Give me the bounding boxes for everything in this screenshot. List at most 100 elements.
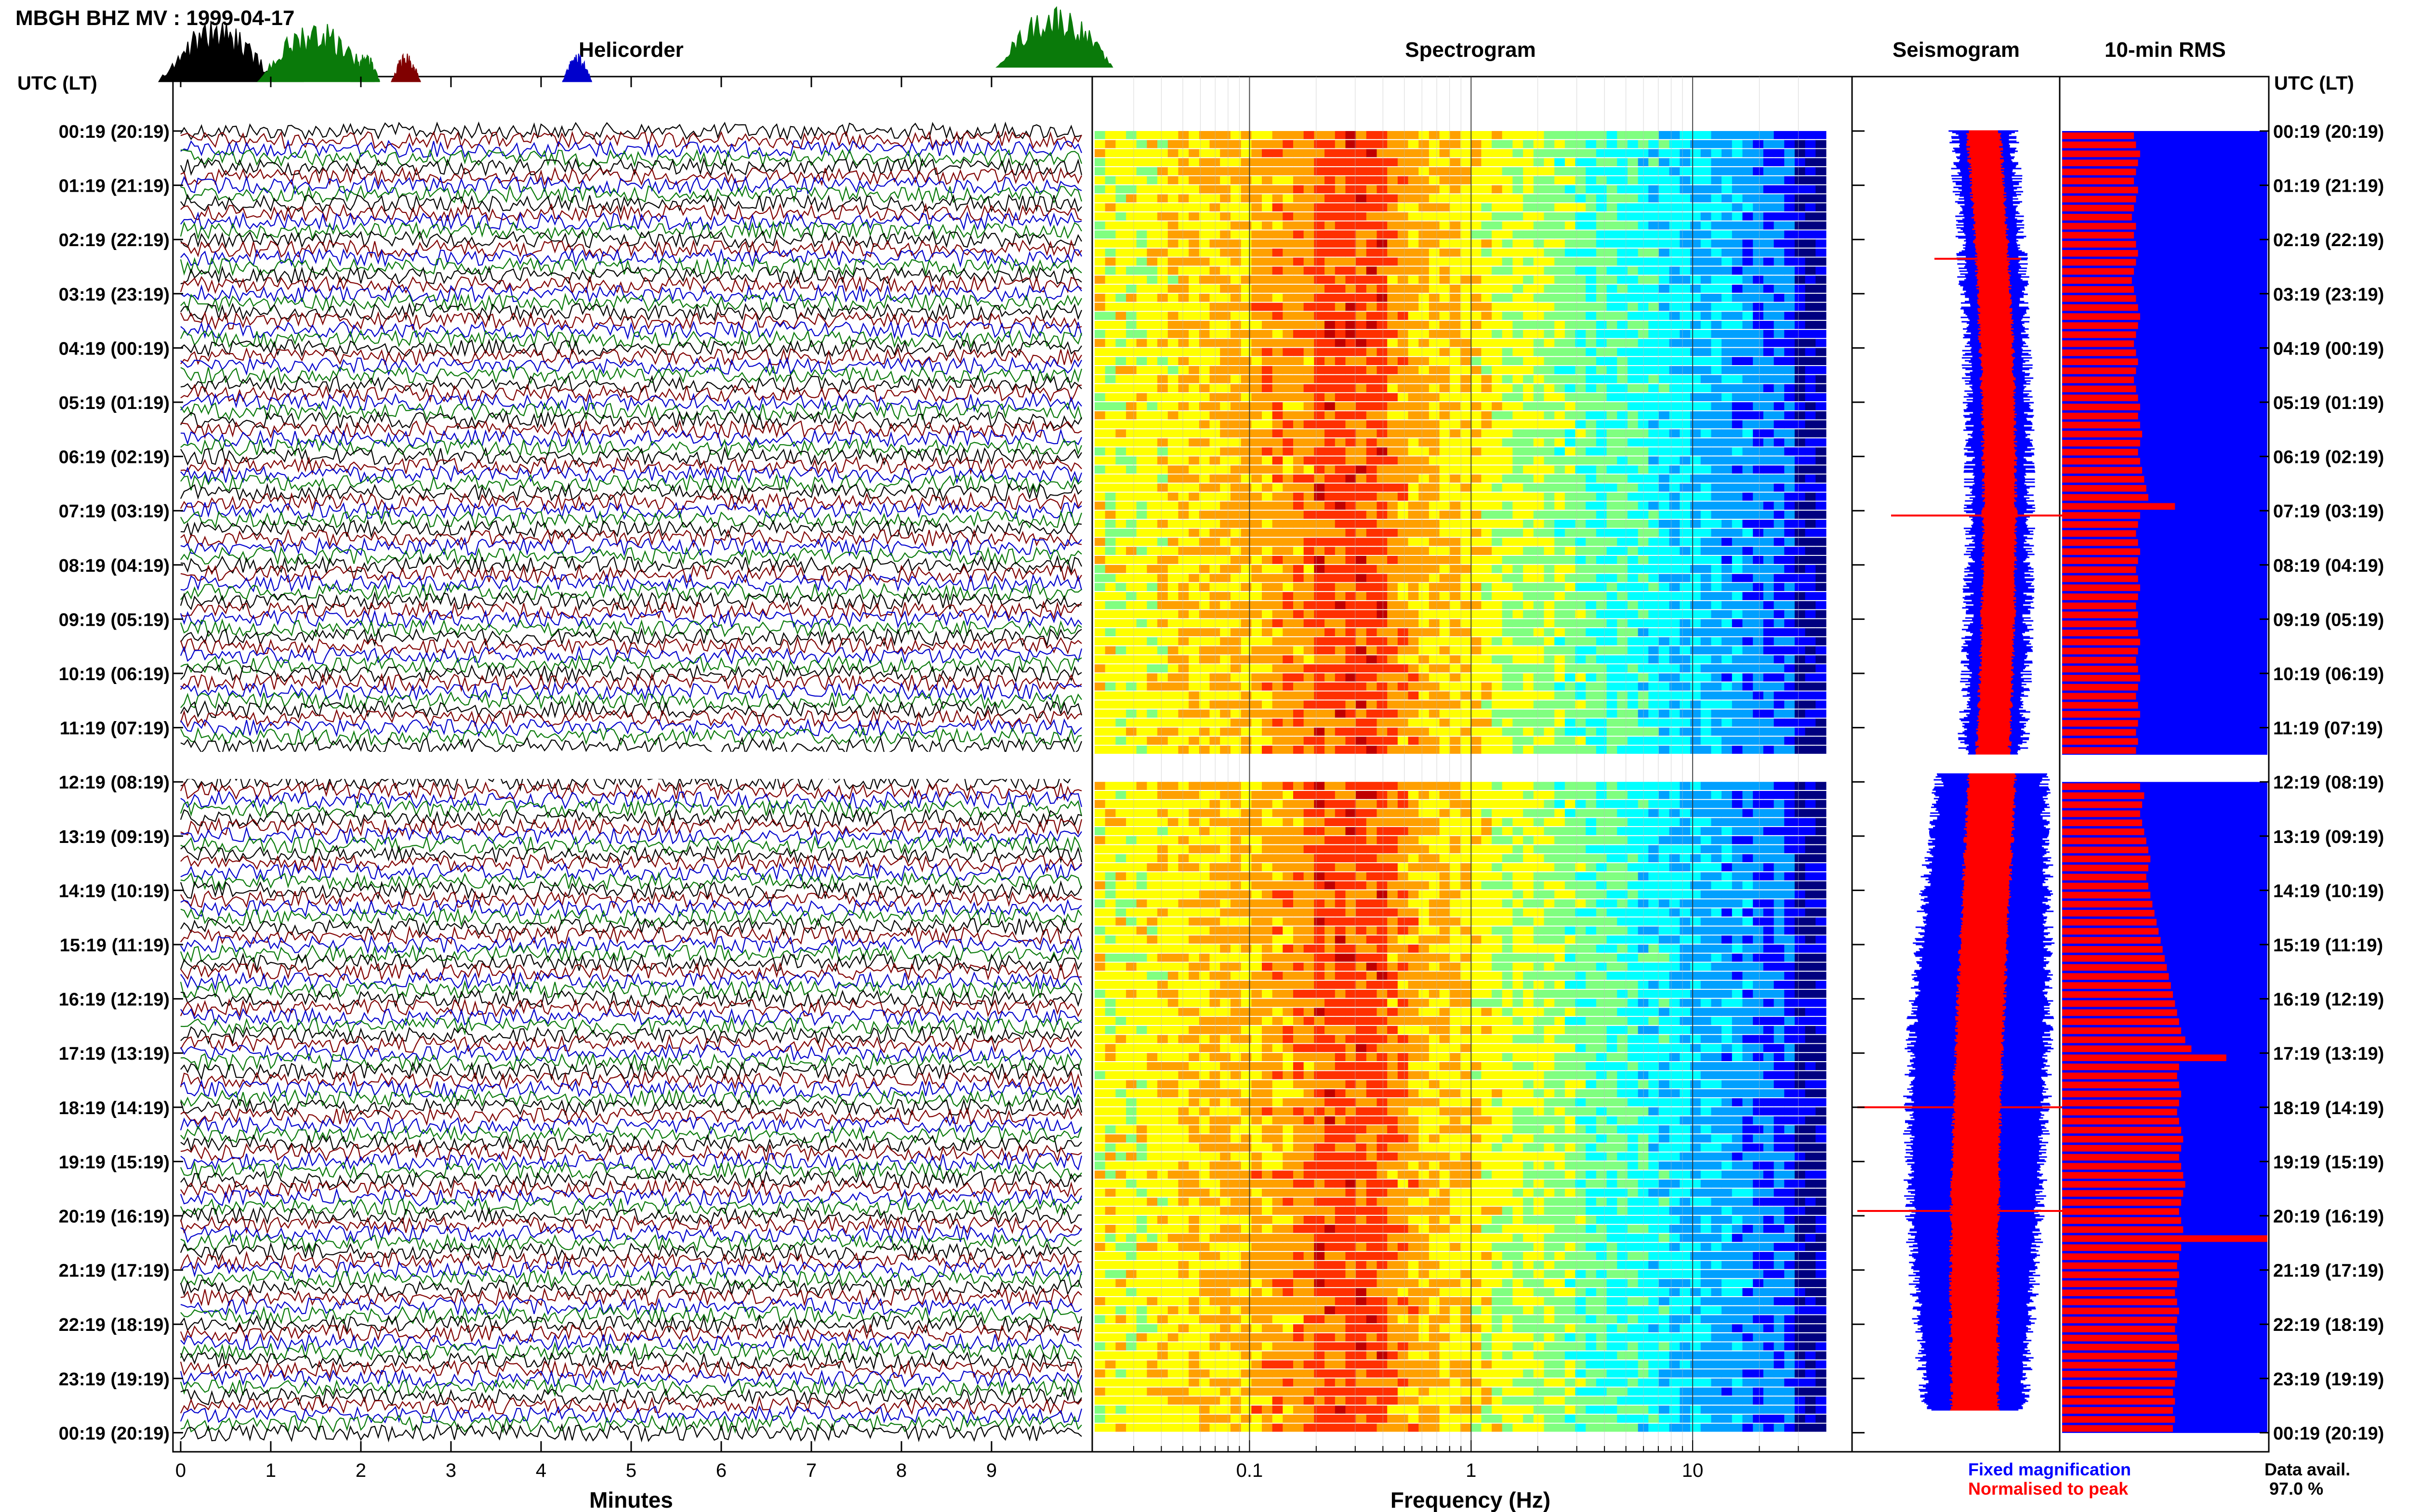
spectrogram-cell [1283,176,1294,184]
spectrogram-cell [1199,257,1210,266]
spectrogram-cell [1544,375,1555,383]
spectrogram-cell [1742,447,1753,456]
spectrogram-cell [1115,700,1126,709]
spectrogram-cell [1429,230,1440,239]
spectrogram-cell [1356,547,1367,555]
spectrogram-cell [1586,293,1597,302]
spectrogram-cell [1324,257,1336,266]
spectrogram-cell [1335,637,1346,645]
spectrogram-cell [1366,601,1377,609]
spectrogram-cell [1356,474,1367,483]
helicorder-trace [180,826,1082,846]
spectrogram-cell [1314,727,1325,736]
spectrogram-cell [1617,285,1628,293]
spectrogram-cell [1283,276,1294,284]
spectrogram-cell [1512,149,1523,158]
spectrogram-cell [1805,293,1816,302]
spectrogram-cell [1220,682,1231,691]
spectrogram-cell [1774,276,1785,284]
spectrogram-cell [1324,528,1336,537]
spectrogram-cell [1262,321,1273,329]
spectrogram-cell [1680,456,1691,465]
spectrogram-cell [1481,447,1492,456]
spectrogram-cell [1293,456,1304,465]
spectrogram-cell [1596,474,1607,483]
spectrogram-cell [1617,230,1628,239]
spectrogram-cell [1533,321,1545,329]
spectrogram-cell [1314,375,1325,383]
spectrogram-cell [1460,637,1471,645]
spectrogram-cell [1157,158,1168,167]
spectrogram-cell [1397,456,1409,465]
spectrogram-cell [1617,221,1628,230]
spectrogram-cell [1293,474,1304,483]
spectrogram-cell [1095,384,1106,393]
spectrogram-cell [1669,312,1680,320]
spectrogram-cell [1470,610,1482,618]
spectrogram-cell [1523,727,1534,736]
spectrogram-cell [1241,402,1252,410]
spectrogram-cell [1324,302,1336,311]
spectrogram-cell [1157,176,1168,184]
spectrogram-cell [1377,718,1388,727]
spectrogram-cell [1397,158,1409,167]
spectrogram-cell [1659,321,1670,329]
spectrogram-cell [1324,628,1336,636]
spectrogram-cell [1429,266,1440,275]
spectrogram-cell [1272,736,1283,745]
spectrogram-cell [1492,700,1503,709]
spectrogram-cell [1732,366,1743,374]
spectrogram-cell [1659,474,1670,483]
spectrogram-cell [1418,158,1430,167]
spectrogram-cell [1544,465,1555,474]
spectrogram-cell [1408,194,1419,203]
spectrogram-cell [1533,366,1545,374]
spectrogram-cell [1450,520,1461,528]
spectrogram-cell [1230,520,1242,528]
helicorder-trace [180,591,1082,611]
spectrogram-cell [1241,375,1252,383]
spectrogram-cell [1481,492,1492,501]
spectrogram-cell [1450,610,1461,618]
spectrogram-cell [1659,528,1670,537]
spectrogram-cell [1628,176,1639,184]
spectrogram-cell [1241,348,1252,356]
spectrogram-cell [1680,140,1691,148]
spectrogram-cell [1314,655,1325,664]
spectrogram-cell [1575,664,1586,672]
spectrogram-cell [1283,646,1294,655]
spectrogram-cell [1345,655,1356,664]
spectrogram-cell [1690,447,1701,456]
spectrogram-cell [1272,673,1283,682]
spectrogram-cell [1095,601,1106,609]
spectrogram-cell [1345,556,1356,564]
spectrogram-cell [1147,492,1158,501]
spectrogram-cell [1794,411,1806,420]
spectrogram-cell [1387,411,1398,420]
spectrogram-cell [1523,293,1534,302]
spectrogram-cell [1700,411,1712,420]
spectrogram-cell [1189,528,1200,537]
spectrogram-cell [1439,691,1450,700]
spectrogram-cell [1251,492,1262,501]
spectrogram-cell [1105,583,1116,592]
spectrogram-cell [1492,212,1503,221]
spectrogram-cell [1544,185,1555,194]
spectrogram-cell [1314,718,1325,727]
spectrogram-cell [1794,194,1806,203]
spectrogram-cell [1732,601,1743,609]
helicorder-event [562,53,593,82]
right-axis-header: UTC (LT) [2274,73,2354,94]
spectrogram-cell [1439,592,1450,600]
spectrogram-cell [1314,736,1325,745]
spectrogram-cell [1669,176,1680,184]
spectrogram-cell [1700,574,1712,582]
spectrogram-cell [1199,474,1210,483]
spectrogram-cell [1586,583,1597,592]
spectrogram-cell [1450,592,1461,600]
spectrogram-cell [1387,511,1398,519]
spectrogram-cell [1418,438,1430,447]
spectrogram-cell [1648,158,1659,167]
helicorder-trace [180,862,1082,882]
spectrogram-cell [1209,266,1220,275]
